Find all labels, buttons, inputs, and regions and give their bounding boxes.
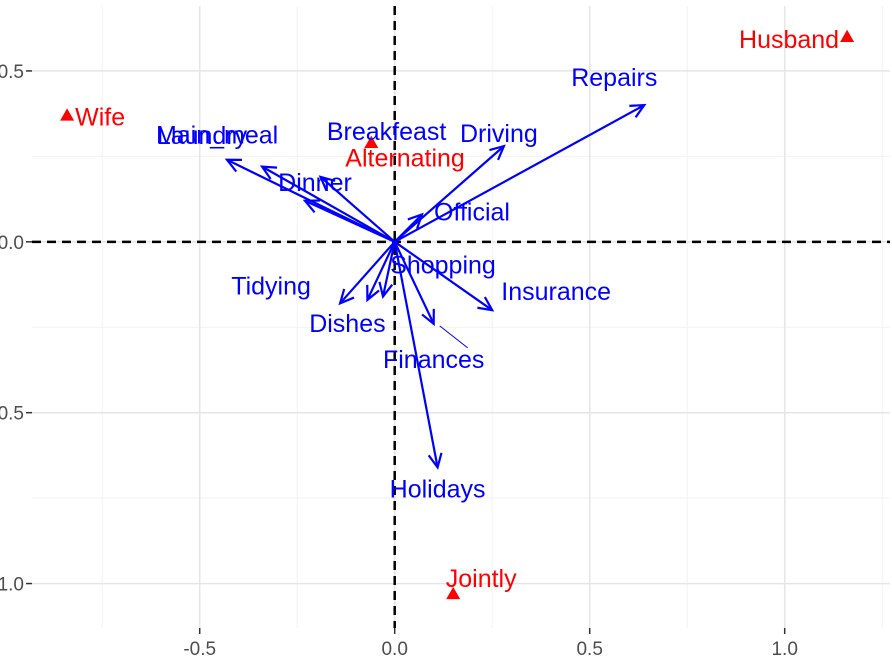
point-alternating <box>364 135 379 148</box>
row-label-official: Official <box>434 198 510 226</box>
arrow-dinner <box>304 199 396 243</box>
point-label-wife: Wife <box>75 103 125 131</box>
arrowhead-finances <box>421 308 435 327</box>
arrowhead-laundry <box>224 158 243 173</box>
point-label-jointly: Jointly <box>446 565 517 593</box>
arrowhead-dinner <box>302 199 321 214</box>
x-tick-label: -0.5 <box>183 639 216 657</box>
axis-ticks: -0.5 0.0 0.5 1.0 -1.0 -0.5 0.0 0.5 <box>0 62 798 657</box>
arrow-insurance <box>394 240 493 312</box>
row-label-dinner: Dinner <box>278 169 352 197</box>
arrowhead-official <box>407 212 424 230</box>
reference-lines <box>32 6 890 628</box>
row-label-finances: Finances <box>383 346 484 374</box>
row-label-driving: Driving <box>460 120 538 148</box>
arrow-main_meal <box>261 165 396 243</box>
arrowhead-insurance <box>477 296 495 312</box>
row-arrows <box>224 103 647 470</box>
minor-gridlines <box>32 6 890 628</box>
point-label-husband: Husband <box>739 26 839 54</box>
arrow-driving <box>393 145 505 243</box>
major-gridlines <box>32 6 890 628</box>
arrowhead-main_meal <box>259 165 278 180</box>
arrow-dishes <box>366 241 396 301</box>
row-label-laundry: Laundry <box>157 122 248 150</box>
row-label-main_meal: Main_meal <box>156 122 278 150</box>
finances-leader-line <box>439 325 469 349</box>
point-jointly <box>446 586 461 600</box>
point-husband <box>840 29 855 43</box>
point-wife <box>60 108 75 121</box>
arrowhead-holidays <box>427 452 443 470</box>
x-tick-label: 1.0 <box>771 639 797 657</box>
arrow-holidays <box>393 241 439 468</box>
y-tick-label: 0.0 <box>0 233 24 254</box>
arrow-breakfeast <box>319 176 396 243</box>
y-tick-label: -1.0 <box>0 575 24 596</box>
arrow-shopping <box>381 241 396 297</box>
arrowhead-repairs <box>629 103 647 118</box>
arrowhead-dishes <box>366 284 380 303</box>
y-tick-label: -0.5 <box>0 404 24 425</box>
row-label-holidays: Holidays <box>390 475 486 503</box>
arrowhead-shopping <box>378 281 394 299</box>
point-label-alternating: Alternating <box>345 145 465 173</box>
row-label-breakfeast: Breakfeast <box>327 118 447 146</box>
arrow-repairs <box>394 104 645 243</box>
x-tick-label: 0.5 <box>576 639 602 657</box>
column-points <box>60 29 855 600</box>
row-label-tidying: Tidying <box>231 272 311 300</box>
arrowhead-driving <box>489 144 506 161</box>
y-tick-label: 0.5 <box>0 62 24 83</box>
arrow-tidying <box>339 241 396 305</box>
row-label-repairs: Repairs <box>571 64 657 92</box>
x-tick-label: 0.0 <box>381 639 407 657</box>
arrowhead-tidying <box>338 288 355 306</box>
arrow-finances <box>393 241 435 325</box>
arrowhead-breakfeast <box>318 175 336 192</box>
row-label-shopping: Shopping <box>390 251 496 279</box>
row-label-dishes: Dishes <box>309 310 385 338</box>
row-label-insurance: Insurance <box>501 278 611 306</box>
